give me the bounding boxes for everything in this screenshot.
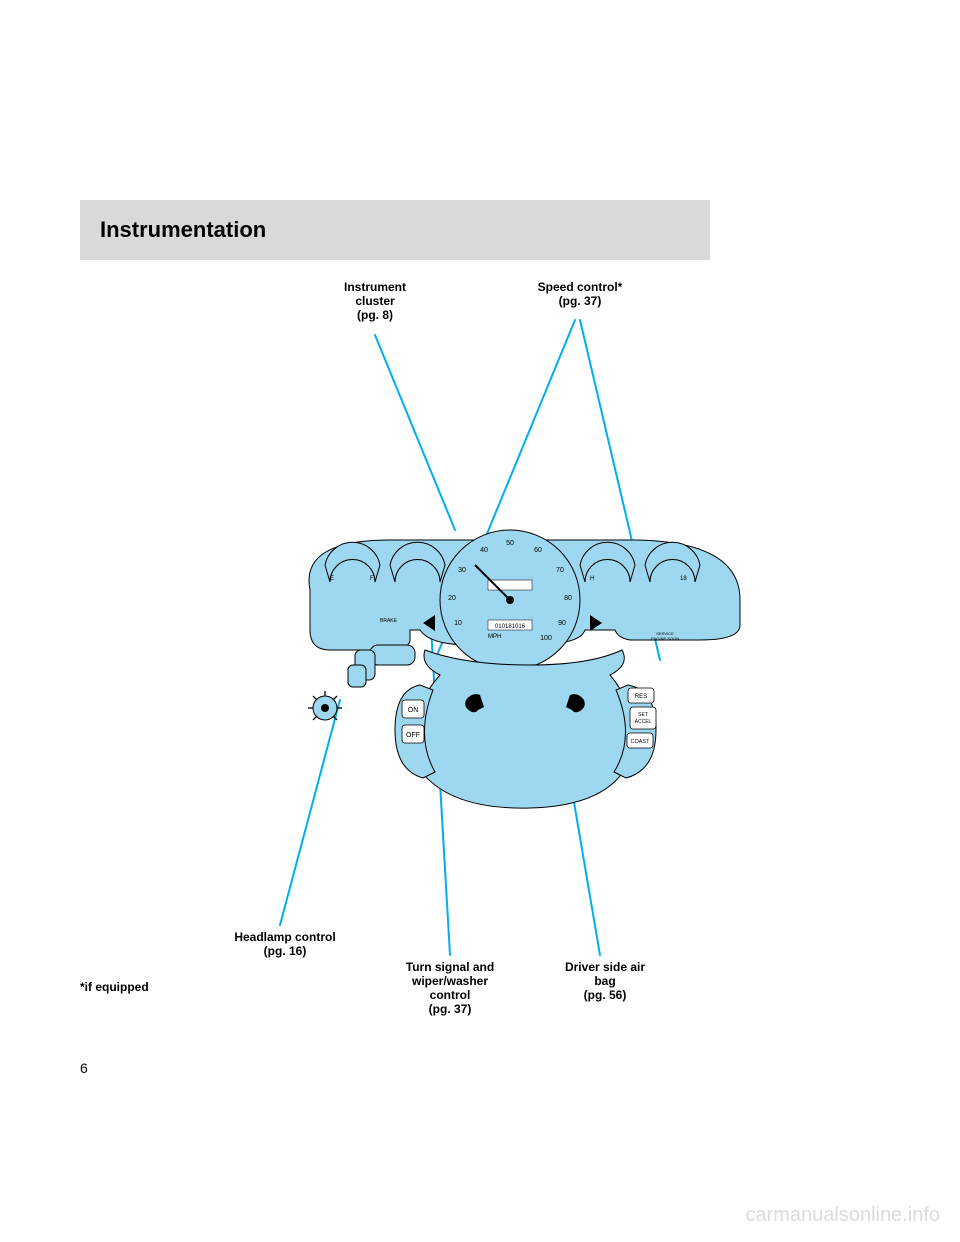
res-label: RES (635, 694, 647, 700)
gauge-label-e: E (330, 576, 334, 582)
callout-turn-signal: Turn signal and wiper/washer control (pg… (390, 960, 510, 1016)
odometer-value: 010181016 (495, 624, 526, 630)
callout-text: cluster (355, 294, 394, 308)
header-bar: Instrumentation (80, 200, 710, 260)
callout-text: Driver side air (565, 960, 645, 974)
steering-wheel-airbag (413, 650, 632, 808)
callout-text: control (430, 988, 471, 1002)
mph-label: MPH (488, 634, 501, 640)
set-label-2: ACCEL (635, 719, 652, 725)
svg-text:50: 50 (506, 540, 514, 547)
diagram-area: Instrument cluster (pg. 8) Speed control… (80, 280, 780, 1060)
svg-text:70: 70 (556, 567, 564, 574)
turn-signal-stalk (348, 645, 415, 687)
set-label-1: SET (638, 712, 648, 718)
leader-instrument (375, 335, 455, 530)
dashboard-illustration: E F H 18 10 20 30 40 50 60 70 80 90 100 … (270, 510, 770, 810)
svg-text:30: 30 (458, 567, 466, 574)
service-label-2: ENGINE SOON (651, 636, 679, 641)
callout-text: (pg. 37) (559, 294, 602, 308)
set-button (630, 707, 656, 729)
svg-text:20: 20 (448, 595, 456, 602)
callout-text: bag (594, 974, 615, 988)
page-number: 6 (80, 1060, 88, 1076)
callout-instrument-cluster: Instrument cluster (pg. 8) (330, 280, 420, 322)
on-label: ON (408, 707, 419, 714)
gauge-label-h: H (590, 576, 594, 582)
svg-text:60: 60 (534, 547, 542, 554)
callout-text: Instrument (344, 280, 406, 294)
watermark: carmanualsonline.info (745, 1204, 940, 1227)
svg-text:100: 100 (540, 635, 552, 642)
needle-hub (506, 596, 514, 604)
svg-text:90: 90 (558, 620, 566, 627)
svg-text:40: 40 (480, 547, 488, 554)
callout-text: (pg. 37) (429, 1002, 472, 1016)
callout-text: wiper/washer (412, 974, 488, 988)
callout-text: (pg. 16) (264, 944, 307, 958)
footnote: *if equipped (80, 980, 149, 994)
page-title: Instrumentation (100, 217, 266, 243)
svg-text:10: 10 (454, 620, 462, 627)
callout-headlamp: Headlamp control (pg. 16) (220, 930, 350, 958)
gauge-label-f: F (370, 576, 374, 582)
callout-text: Speed control* (538, 280, 623, 294)
callout-speed-control: Speed control* (pg. 37) (520, 280, 640, 308)
page-container: Instrumentation Instrument cluster (pg. … (80, 200, 780, 1100)
callout-text: Headlamp control (234, 930, 335, 944)
off-label: OFF (406, 732, 420, 739)
svg-text:80: 80 (564, 595, 572, 602)
coast-label: COAST (631, 739, 651, 745)
callout-text: (pg. 8) (357, 308, 393, 322)
gauge-label-18: 18 (680, 576, 687, 582)
callout-airbag: Driver side air bag (pg. 56) (550, 960, 660, 1002)
callout-text: Turn signal and (406, 960, 494, 974)
headlamp-knob (308, 691, 342, 720)
callout-text: (pg. 56) (584, 988, 627, 1002)
brake-label: BRAKE (380, 618, 398, 624)
